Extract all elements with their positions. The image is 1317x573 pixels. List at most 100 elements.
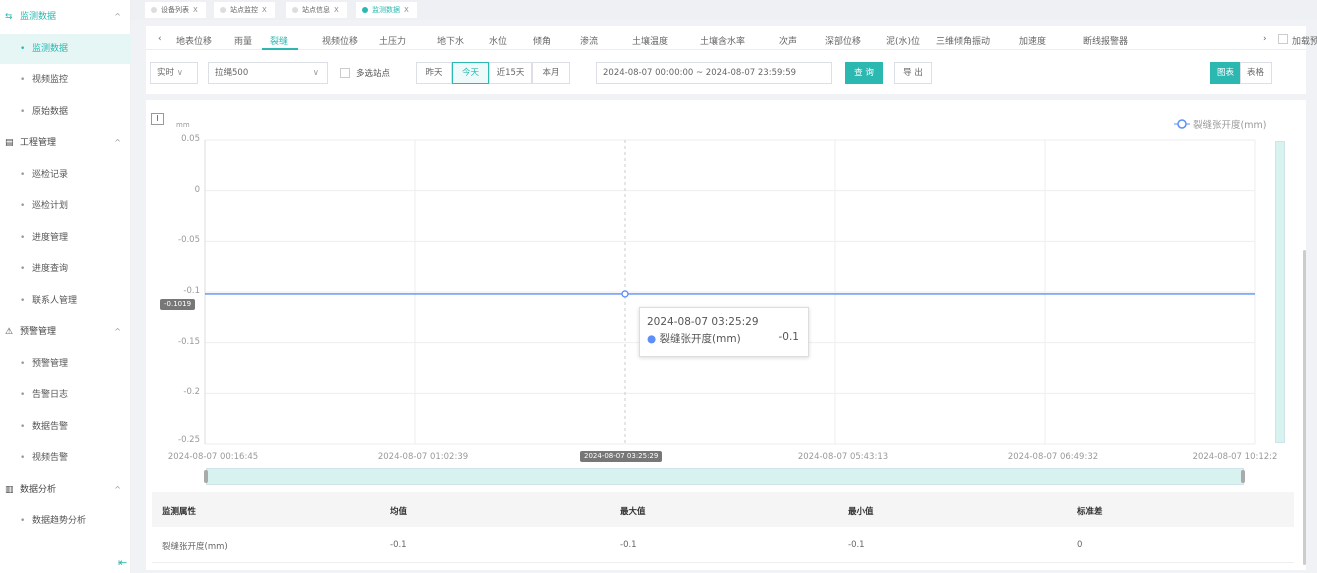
page-scrollbar[interactable] xyxy=(1303,250,1306,565)
sensor-tab[interactable]: 次声 xyxy=(779,37,798,47)
sensor-tab[interactable]: 土压力 xyxy=(379,37,407,47)
close-icon[interactable]: X xyxy=(262,6,267,14)
page-tab[interactable]: 站点信息 X xyxy=(286,2,347,18)
sensor-tab[interactable]: 水位 xyxy=(489,37,508,47)
quick-range-button[interactable]: 本月 xyxy=(532,62,570,84)
sidebar-item[interactable]: 巡检记录 xyxy=(0,160,131,190)
multi-station-checkbox[interactable] xyxy=(340,68,350,78)
sensor-tab[interactable]: 视频位移 xyxy=(322,37,359,47)
y-tick-label: 0 xyxy=(194,184,200,195)
sensor-tab[interactable]: 倾角 xyxy=(533,37,552,47)
page-tab[interactable]: 设备列表 X xyxy=(145,2,206,18)
sensor-tab[interactable]: 地表位移 xyxy=(176,37,213,47)
sidebar-group-label: 工程管理 xyxy=(20,138,57,148)
sensor-tab[interactable]: 雨量 xyxy=(234,37,253,47)
chevron-down-icon: ∨ xyxy=(312,68,319,78)
pointer-x-label: 2024-08-07 03:25:29 xyxy=(580,451,663,462)
chart-view-button[interactable]: 图表 xyxy=(1210,62,1240,84)
table-view-button[interactable]: 表格 xyxy=(1240,62,1272,84)
x-tick-label: 2024-08-07 01:02:39 xyxy=(377,452,469,462)
table-header: 最大值 xyxy=(620,507,646,517)
sidebar-item[interactable]: 预警管理 xyxy=(0,349,131,379)
chart-legend[interactable]: 裂缝张开度(mm) xyxy=(1174,117,1266,131)
sidebar-group-label: 预警管理 xyxy=(20,327,57,337)
sidebar-item[interactable]: 联系人管理 xyxy=(0,286,131,316)
date-range-value: 2024-08-07 00:00:00 ~ 2024-08-07 23:59:5… xyxy=(603,68,797,78)
datazoom-left-handle[interactable] xyxy=(204,470,208,483)
quick-range-button[interactable]: 昨天 xyxy=(416,62,452,84)
sensor-tab[interactable]: 土壤含水率 xyxy=(700,37,746,47)
tooltip-dot-icon: ● xyxy=(647,333,657,345)
y-datazoom-slider[interactable] xyxy=(1275,141,1285,443)
sidebar-item[interactable]: 监测数据 xyxy=(0,33,131,64)
datazoom-right-handle[interactable] xyxy=(1241,470,1245,483)
stats-table-header xyxy=(152,492,1294,527)
quick-range-button[interactable]: 近15天 xyxy=(489,62,532,84)
chevron-up-icon: ^ xyxy=(114,327,121,336)
query-button[interactable]: 查 询 xyxy=(845,62,883,84)
chevron-down-icon: ∨ xyxy=(176,68,183,78)
menu-fold-icon[interactable]: ⇤ xyxy=(118,556,128,569)
tabs-prev-button[interactable]: ‹ xyxy=(158,34,162,44)
quick-range-button[interactable]: 今天 xyxy=(452,62,489,84)
table-cell: 裂缝张开度(mm) xyxy=(162,542,228,552)
sidebar-item[interactable]: 数据趋势分析 xyxy=(0,506,131,536)
sensor-tab[interactable]: 加速度 xyxy=(1019,37,1047,47)
sidebar-item[interactable]: 视频告警 xyxy=(0,443,131,473)
close-icon[interactable]: X xyxy=(193,6,198,14)
chevron-up-icon: ^ xyxy=(114,138,121,147)
table-cell: 0 xyxy=(1077,540,1083,550)
station-select[interactable]: 拉绳500 ∨ xyxy=(208,62,328,84)
sensor-tab[interactable]: 泥(水)位 xyxy=(886,37,921,47)
x-tick-label: 2024-08-07 06:49:32 xyxy=(1007,452,1099,462)
mode-select-value: 实时 xyxy=(157,68,175,78)
sensor-tab[interactable]: 土壤温度 xyxy=(632,37,669,47)
x-tick-label: 2024-08-07 00:16:45 xyxy=(167,452,259,462)
text-toolbox-icon[interactable]: I xyxy=(151,113,164,125)
sidebar-item[interactable]: 视频监控 xyxy=(0,65,131,95)
sidebar-item[interactable]: 告警日志 xyxy=(0,380,131,410)
sidebar-item[interactable]: 进度管理 xyxy=(0,223,131,253)
sidebar-group[interactable]: ▤ 工程管理 ^ xyxy=(0,128,131,158)
multi-station-label: 多选站点 xyxy=(356,69,391,79)
page-tab[interactable]: 监测数据 X xyxy=(356,2,417,18)
page-tab[interactable]: 站点监控 X xyxy=(214,2,275,18)
sidebar-item[interactable]: 原始数据 xyxy=(0,97,131,127)
tab-label: 站点信息 xyxy=(302,6,330,14)
sidebar-group-label: 数据分析 xyxy=(20,484,57,495)
sidebar-group[interactable]: ▥ 数据分析 ^ xyxy=(0,475,131,505)
sensor-tab[interactable]: 三维倾角振动 xyxy=(936,37,991,47)
sensor-tab[interactable]: 渗流 xyxy=(580,37,599,47)
sensor-tab[interactable]: 深部位移 xyxy=(825,37,862,47)
sidebar-group-label: 监测数据 xyxy=(20,12,57,22)
sensor-tab[interactable]: 断线报警器 xyxy=(1083,37,1129,47)
close-icon[interactable]: X xyxy=(334,6,339,14)
x-datazoom-slider[interactable] xyxy=(206,468,1244,485)
legend-label: 裂缝张开度(mm) xyxy=(1193,120,1267,131)
close-icon[interactable]: X xyxy=(404,6,409,14)
sensor-tab[interactable]: 地下水 xyxy=(437,37,465,47)
tab-status-dot-icon xyxy=(362,7,368,13)
divider xyxy=(146,94,1306,100)
sidebar-item[interactable]: 进度查询 xyxy=(0,254,131,284)
tabs-next-button[interactable]: › xyxy=(1263,34,1267,44)
mode-select[interactable]: 实时 ∨ xyxy=(150,62,198,84)
date-range-picker[interactable]: 2024-08-07 00:00:00 ~ 2024-08-07 23:59:5… xyxy=(596,62,832,84)
sidebar-group[interactable]: ⚠ 预警管理 ^ xyxy=(0,317,131,347)
chart-tooltip: 2024-08-07 03:25:29 ● 裂缝张开度(mm) -0.1 xyxy=(639,307,809,357)
load-warning-label: 加载预警线 xyxy=(1292,37,1317,47)
sidebar-item[interactable]: 数据告警 xyxy=(0,412,131,442)
x-tick-label: 2024-08-07 05:43:13 xyxy=(797,452,889,462)
alarm-icon: ⚠ xyxy=(5,327,14,337)
sidebar-item[interactable]: 巡检计划 xyxy=(0,191,131,221)
sidebar-group[interactable]: ⇆ 监测数据 ^ xyxy=(0,2,131,32)
table-header: 最小值 xyxy=(848,507,874,517)
analysis-icon: ▥ xyxy=(5,484,14,495)
export-button[interactable]: 导 出 xyxy=(894,62,932,84)
sensor-tab-bar: ‹ 地表位移 雨量 裂缝 视频位移 土压力 地下水 水位 倾角 渗流 土壤温度 土壤含水率 次声 深部位… xyxy=(146,26,1317,50)
sensor-tab[interactable]: 裂缝 xyxy=(270,37,289,47)
active-tab-underline xyxy=(262,48,298,50)
monitor-icon: ⇆ xyxy=(5,12,13,22)
load-warning-checkbox[interactable] xyxy=(1278,34,1288,44)
legend-line-circle-icon xyxy=(1174,119,1190,129)
